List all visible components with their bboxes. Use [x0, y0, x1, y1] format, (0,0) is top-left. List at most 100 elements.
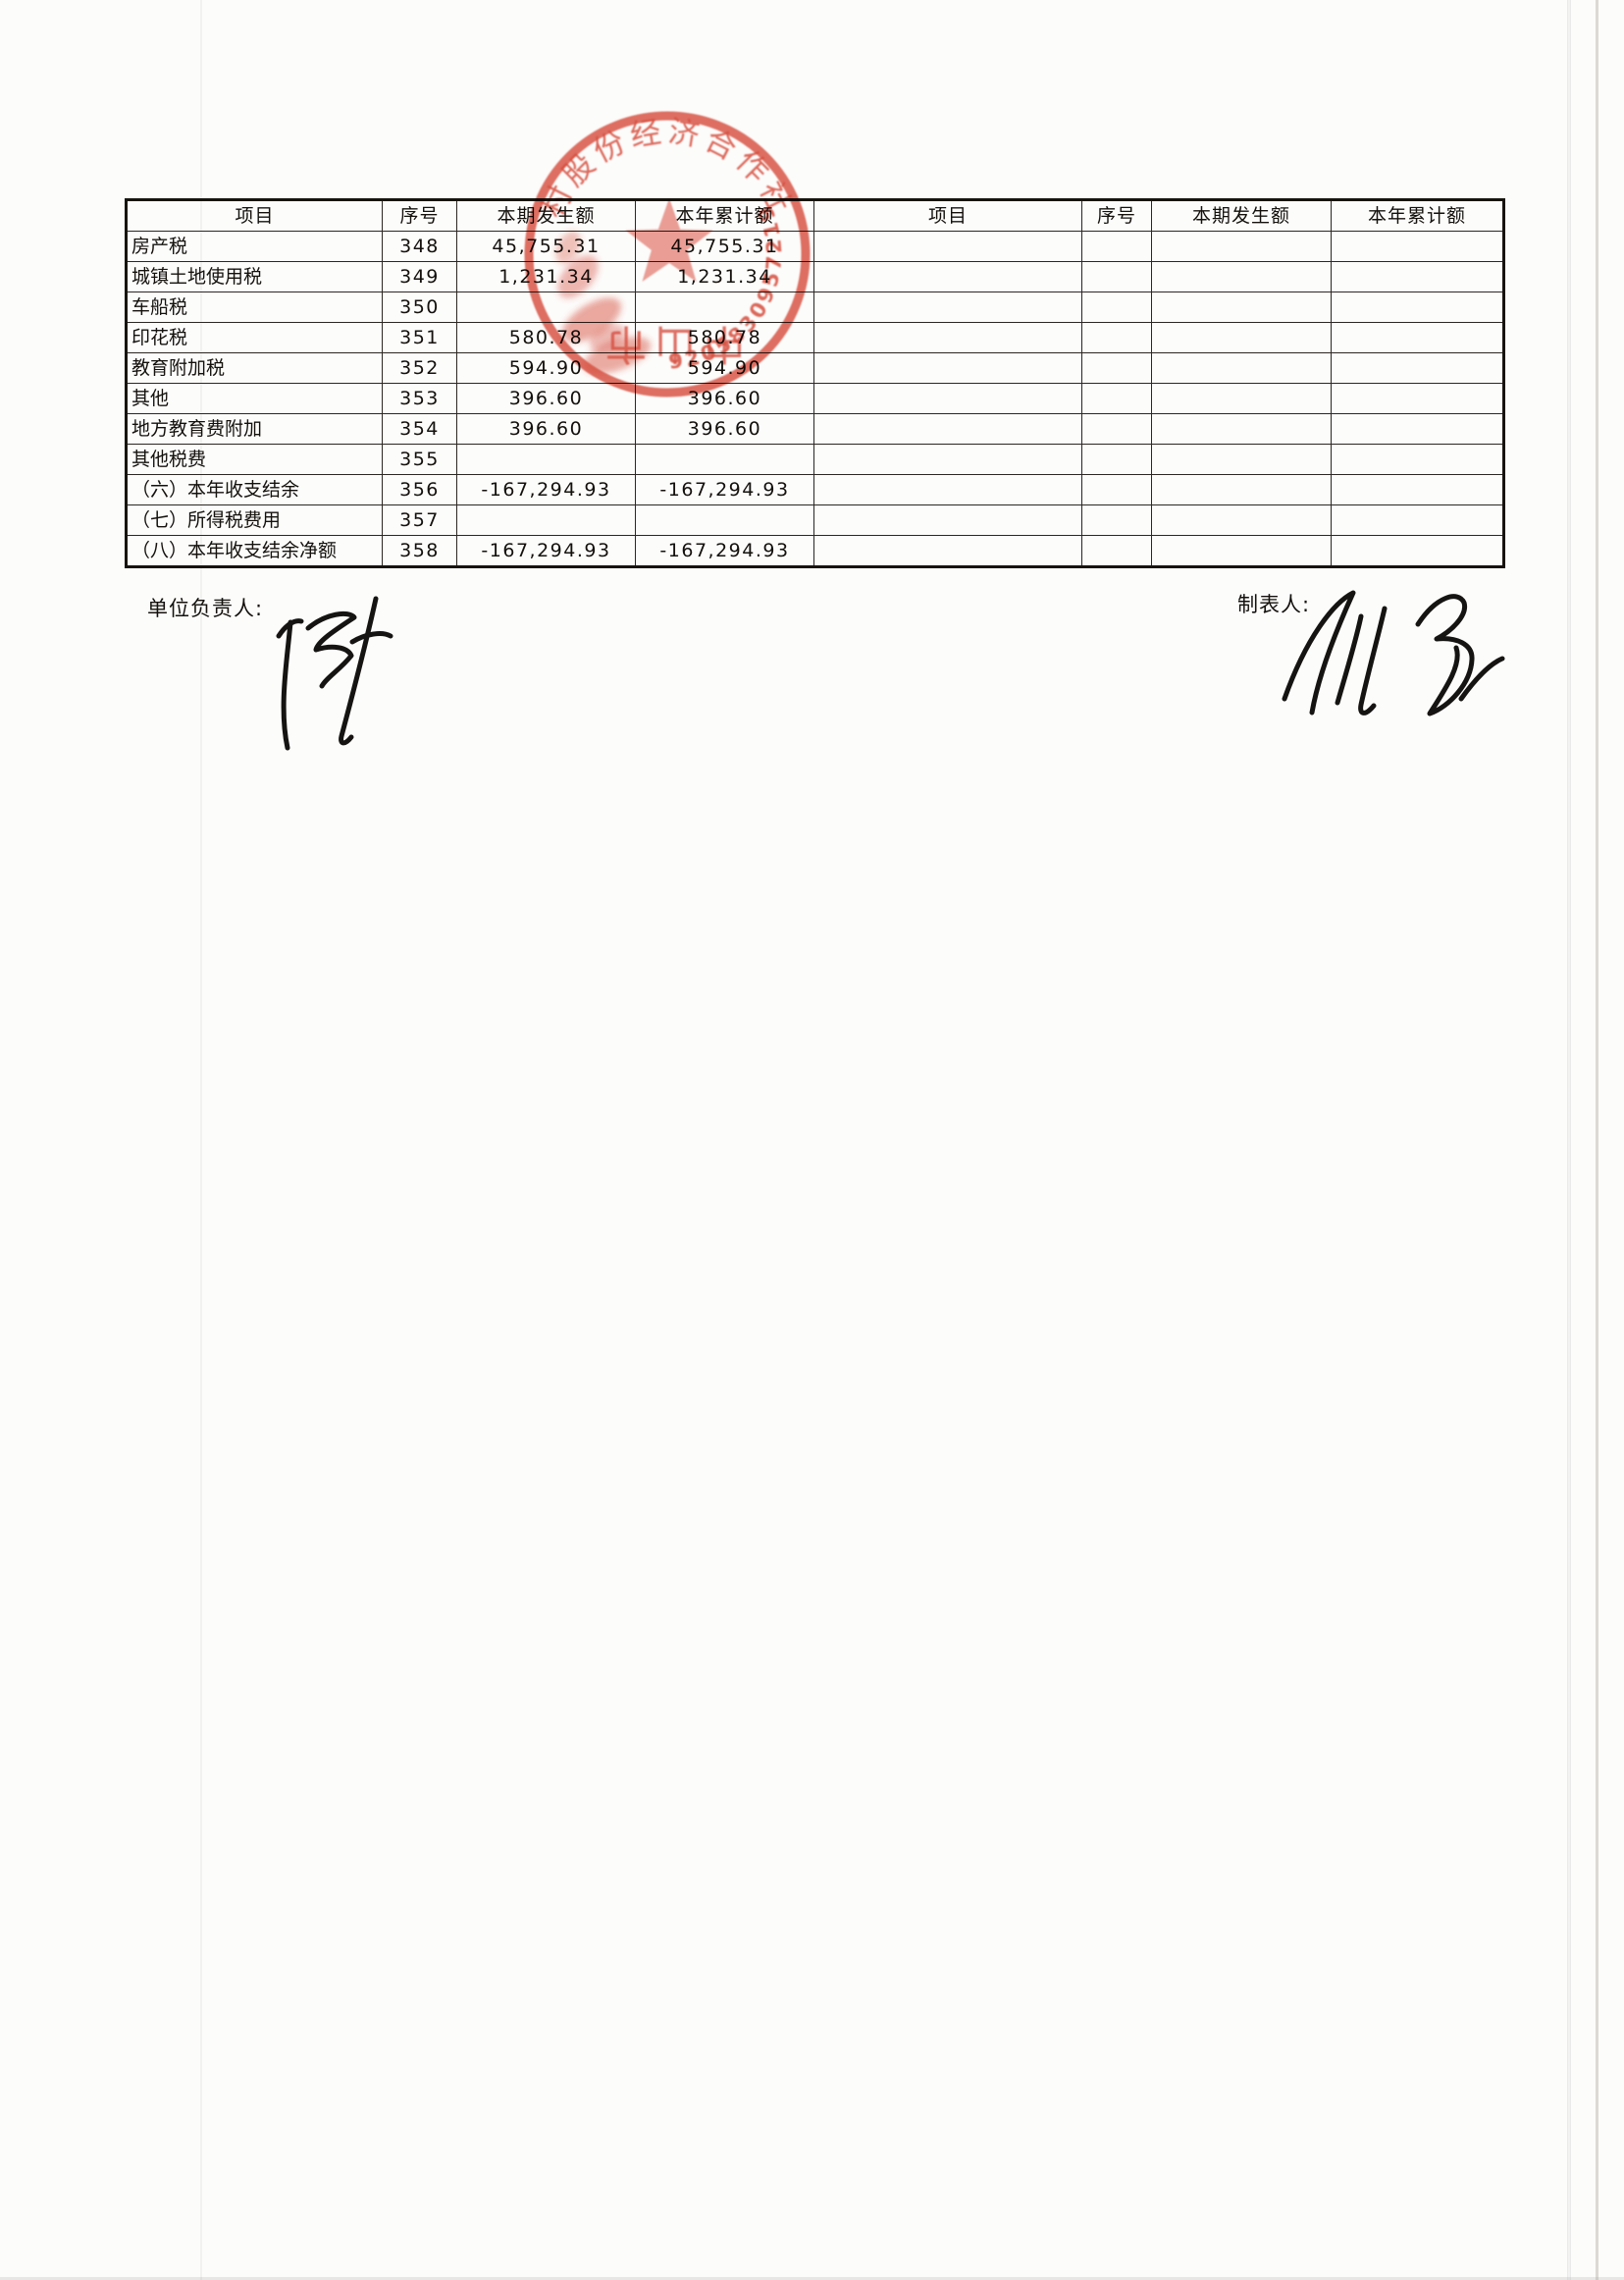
official-seal-stamp: 村股份经济合作社 9205830957219 中山市: [524, 111, 811, 398]
header-no-left: 序号: [382, 199, 457, 232]
cell-no: 352: [382, 352, 457, 384]
table-row: （七）所得税费用 357: [126, 504, 1504, 536]
table-row: 其他 353 396.60 396.60: [126, 383, 1504, 414]
cell-no-right: [1081, 444, 1152, 475]
cell-item: 车船税: [126, 292, 383, 323]
cell-item-right: [813, 352, 1082, 384]
cell-item: 城镇土地使用税: [126, 261, 383, 292]
cell-current-amount: [456, 444, 636, 475]
table-row: 其他税费 355: [126, 444, 1504, 475]
cell-no-right: [1081, 322, 1152, 353]
header-no-right: 序号: [1081, 199, 1152, 232]
cell-no-right: [1081, 292, 1152, 323]
cell-current-amount: -167,294.93: [456, 535, 636, 567]
cell-no: 357: [382, 504, 457, 536]
cell-ytd-amount-right: [1331, 261, 1504, 292]
unit-head-signature: [276, 596, 393, 751]
unit-head-label: 单位负责人:: [147, 597, 264, 620]
cell-no-right: [1081, 352, 1152, 384]
cell-item: 其他税费: [126, 444, 383, 475]
cell-no-right: [1081, 535, 1152, 567]
table-row: 城镇土地使用税 349 1,231.34 1,231.34: [126, 261, 1504, 292]
table-row: （六）本年收支结余 356 -167,294.93 -167,294.93: [126, 474, 1504, 505]
cell-item-right: [813, 231, 1082, 262]
cell-item-right: [813, 504, 1082, 536]
header-ytd-right: 本年累计额: [1331, 199, 1504, 232]
cell-item: （七）所得税费用: [126, 504, 383, 536]
scan-streak: [1567, 0, 1571, 2280]
cell-ytd-amount-right: [1331, 322, 1504, 353]
cell-current-amount-right: [1151, 292, 1332, 323]
cell-ytd-amount-right: [1331, 352, 1504, 384]
cell-ytd-amount-right: [1331, 231, 1504, 262]
cell-no: 358: [382, 535, 457, 567]
cell-current-amount-right: [1151, 413, 1332, 445]
cell-item-right: [813, 535, 1082, 567]
cell-no-right: [1081, 261, 1152, 292]
cell-current-amount-right: [1151, 474, 1332, 505]
cell-current-amount-right: [1151, 352, 1332, 384]
cell-ytd-amount: [635, 504, 814, 536]
cell-current-amount-right: [1151, 322, 1332, 353]
cell-ytd-amount-right: [1331, 474, 1504, 505]
cell-no: 353: [382, 383, 457, 414]
cell-ytd-amount: [635, 292, 814, 323]
seal-star: [625, 198, 713, 282]
cell-item: 印花税: [126, 322, 383, 353]
cell-ytd-amount-right: [1331, 444, 1504, 475]
cell-current-amount-right: [1151, 535, 1332, 567]
preparer-signature: [1282, 590, 1505, 716]
cell-no: 348: [382, 231, 457, 262]
cell-item: （六）本年收支结余: [126, 474, 383, 505]
cell-current-amount-right: [1151, 504, 1332, 536]
seal-ring: [524, 111, 811, 398]
cell-ytd-amount-right: [1331, 413, 1504, 445]
cell-current-amount: [456, 504, 636, 536]
cell-item: 其他: [126, 383, 383, 414]
cell-no-right: [1081, 413, 1152, 445]
cell-item: 房产税: [126, 231, 383, 262]
header-current-right: 本期发生额: [1151, 199, 1332, 232]
cell-item-right: [813, 261, 1082, 292]
cell-no: 350: [382, 292, 457, 323]
cell-current-amount: 396.60: [456, 383, 636, 414]
cell-no: 355: [382, 444, 457, 475]
cell-ytd-amount-right: [1331, 504, 1504, 536]
scan-streak: [1596, 0, 1598, 2280]
cell-item: （八）本年收支结余净额: [126, 535, 383, 567]
header-item-left: 项目: [126, 199, 383, 232]
cell-no-right: [1081, 231, 1152, 262]
preparer-label: 制表人:: [1237, 593, 1311, 616]
cell-current-amount: 45,755.31: [456, 231, 636, 262]
cell-ytd-amount: -167,294.93: [635, 474, 814, 505]
cell-current-amount-right: [1151, 231, 1332, 262]
cell-ytd-amount-right: [1331, 383, 1504, 414]
cell-item-right: [813, 474, 1082, 505]
cell-no: 351: [382, 322, 457, 353]
header-item-right: 项目: [813, 199, 1082, 232]
cell-no: 356: [382, 474, 457, 505]
cell-ytd-amount-right: [1331, 535, 1504, 567]
cell-current-amount-right: [1151, 444, 1332, 475]
cell-item-right: [813, 292, 1082, 323]
seal-smudge: [555, 231, 652, 374]
cell-current-amount-right: [1151, 261, 1332, 292]
table-row: 地方教育费附加 354 396.60 396.60: [126, 413, 1504, 445]
scan-edge-shadow: [0, 2277, 1624, 2280]
cell-no-right: [1081, 504, 1152, 536]
cell-item-right: [813, 322, 1082, 353]
cell-ytd-amount-right: [1331, 292, 1504, 323]
cell-no-right: [1081, 474, 1152, 505]
cell-item-right: [813, 444, 1082, 475]
cell-item: 地方教育费附加: [126, 413, 383, 445]
cell-no: 354: [382, 413, 457, 445]
cell-item: 教育附加税: [126, 352, 383, 384]
cell-current-amount-right: [1151, 383, 1332, 414]
cell-item-right: [813, 413, 1082, 445]
cell-current-amount: -167,294.93: [456, 474, 636, 505]
cell-ytd-amount: -167,294.93: [635, 535, 814, 567]
table-row: 教育附加税 352 594.90 594.90: [126, 352, 1504, 384]
cell-no-right: [1081, 383, 1152, 414]
cell-ytd-amount: [635, 444, 814, 475]
